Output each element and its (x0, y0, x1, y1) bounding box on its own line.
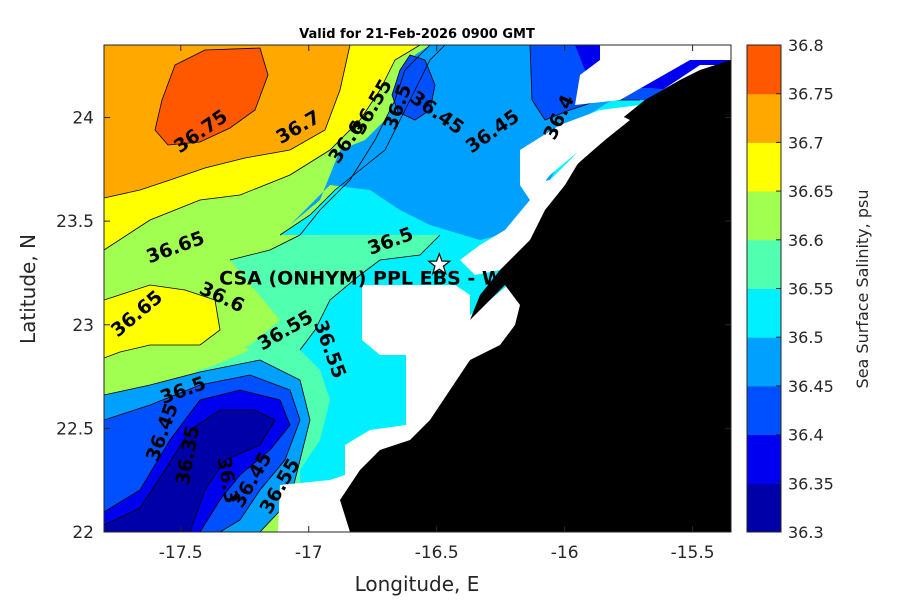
y-axis-label: Latitude, N (16, 234, 40, 344)
y-tick-label: 23 (72, 316, 94, 336)
colorbar-swatch (747, 191, 781, 241)
colorbar-tick-label: 36.7 (788, 133, 824, 152)
coastline-land (340, 60, 731, 532)
band-36-65-patch (104, 285, 220, 358)
site-label: CSA (ONHYM) PPL EBS - We (219, 268, 515, 290)
colorbar-tick-label: 36.8 (788, 36, 824, 55)
colorbar-tick-label: 36.3 (788, 523, 824, 542)
y-tick-label: 22 (72, 523, 94, 543)
colorbar-swatch (747, 93, 781, 143)
x-tick-label: -16.5 (415, 543, 459, 563)
colorbar-tick-label: 36.6 (788, 231, 824, 250)
y-tick-label: 22.5 (56, 419, 94, 439)
y-tick-label: 24 (72, 109, 94, 129)
axes-frame (103, 44, 732, 533)
colorbar-swatch (747, 337, 781, 387)
site-star-icon (427, 251, 452, 276)
colorbar-tick-label: 36.4 (788, 426, 824, 445)
colorbar-tick-label: 36.65 (788, 182, 834, 201)
colorbar-label: Sea Surface Salinity, psu (853, 190, 872, 389)
y-axis-ticks: 22 22.5 23 23.5 24 (56, 109, 731, 543)
colorbar-swatch (747, 239, 781, 289)
colorbar-tick-label: 36.55 (788, 280, 834, 299)
coastline-bay (545, 115, 630, 185)
x-axis-label: Longitude, E (355, 572, 480, 596)
colorbar-swatch (747, 385, 781, 436)
x-axis-ticks: -17.5 -17 -16.5 -16 -15.5 (159, 45, 715, 563)
band-36-3-south (104, 410, 275, 532)
band-36-6-south (104, 340, 250, 390)
x-tick-label: -15.5 (671, 543, 715, 563)
y-tick-label: 23.5 (56, 212, 94, 232)
colorbar-swatch (747, 45, 781, 95)
colorbar-ticks: 36.3 36.35 36.4 36.45 36.5 36.55 36.6 36.65 36.7… (776, 36, 834, 542)
colorbar-swatch (747, 434, 781, 484)
colorbar-tick-label: 36.35 (788, 474, 834, 493)
colorbar-swatch (747, 288, 781, 338)
x-tick-label: -17 (295, 543, 323, 563)
colorbar-tick-label: 36.75 (788, 85, 834, 104)
x-tick-label: -16 (551, 543, 579, 563)
colorbar (747, 45, 781, 533)
colorbar-tick-label: 36.45 (788, 377, 834, 396)
map-title: Valid for 21-Feb-2026 0900 GMT (299, 27, 535, 42)
x-tick-label: -17.5 (159, 543, 203, 563)
colorbar-swatch (747, 142, 781, 192)
colorbar-tick-label: 36.5 (788, 328, 824, 347)
colorbar-swatch (747, 483, 781, 533)
site-marker-group: CSA (ONHYM) PPL EBS - We (219, 251, 515, 290)
